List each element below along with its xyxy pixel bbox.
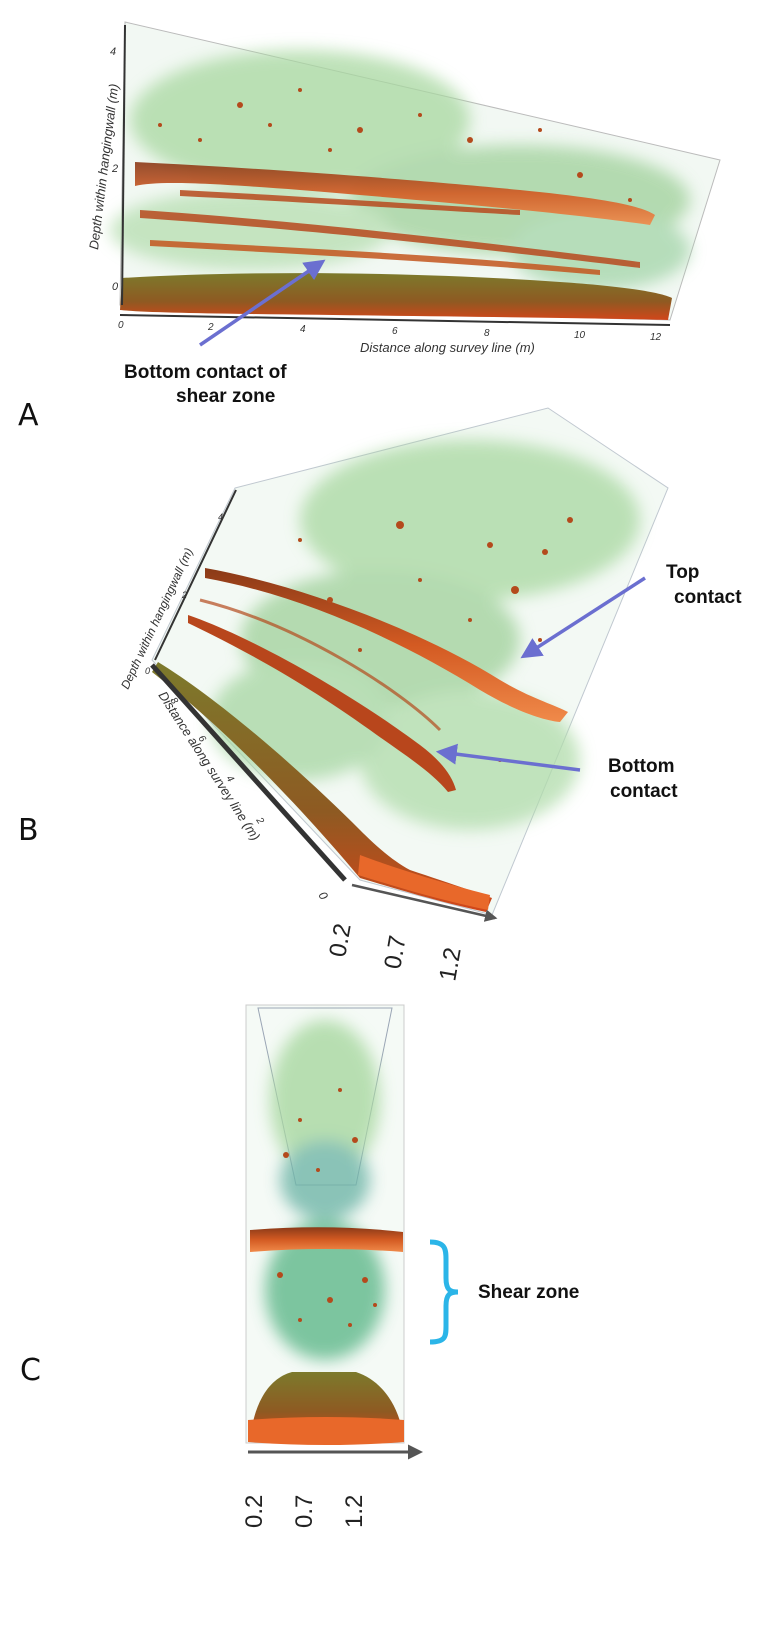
panel-b-shear-streak xyxy=(199,598,442,732)
panel-b-top-arrow xyxy=(520,576,646,659)
panel-b-bottom-contact-reflector xyxy=(188,615,456,792)
panel-a-top-contact-reflector xyxy=(135,162,655,225)
panel-b-top-annotation-line2: contact xyxy=(674,587,742,608)
panel-a-x-tick: 4 xyxy=(300,324,306,335)
panel-b-x-tick: 8 xyxy=(167,696,179,707)
panel-a-letter: A xyxy=(18,398,39,433)
panel-a-x-tick: 10 xyxy=(574,330,586,341)
panel-a-base-layer xyxy=(120,273,672,320)
panel-b-width-axis xyxy=(351,883,498,922)
panel-b-y-axis xyxy=(154,489,237,661)
panel-b-width-tick: 0.7 xyxy=(379,933,411,971)
panel-b-y-tick: 0 xyxy=(145,666,150,676)
panel-c-width-tick: 1.2 xyxy=(341,1495,368,1528)
panel-b-top-annotation-line1: Top xyxy=(666,562,699,583)
panel-a-annotation-line1: Bottom contact of xyxy=(124,362,287,383)
panel-b-top-contact-reflector xyxy=(205,568,568,722)
panel-b-letter: B xyxy=(18,813,39,848)
panel-a: Depth within hangingwall (m) 4 2 0 0 2 4… xyxy=(18,21,721,433)
panel-a-y-tick: 0 xyxy=(112,281,119,293)
panel-c-base-front-face xyxy=(248,1417,404,1445)
panel-b-x-tick: 2 xyxy=(253,815,266,827)
panel-b-base-layer xyxy=(152,662,492,912)
panel-c-scatter xyxy=(277,1088,377,1327)
panel-b-y-tick: 4 xyxy=(218,512,223,522)
panel-a-x-axis xyxy=(119,314,671,326)
panel-a-y-tick: 4 xyxy=(110,46,116,58)
panel-b-width-tick: 0.2 xyxy=(324,921,356,959)
panel-a-x-tick: 0 xyxy=(118,320,124,331)
panel-c-width-tick: 0.2 xyxy=(241,1495,268,1528)
panel-b-bottom-arrow xyxy=(435,743,581,772)
panel-b-x-tick: 6 xyxy=(195,734,207,745)
panel-a-x-tick: 6 xyxy=(392,326,398,337)
panel-b: Depth within hangingwall (m) 4 2 0 Dista… xyxy=(18,407,742,983)
panel-b-bottom-annotation-line2: contact xyxy=(610,781,678,802)
panel-b-x-axis xyxy=(150,663,347,882)
panel-a-annotation-line2: shear zone xyxy=(176,386,275,407)
panel-c-cloud xyxy=(265,1020,385,1360)
panel-a-y-axis xyxy=(121,24,126,306)
panel-c-top-contact-reflector xyxy=(250,1227,403,1252)
panel-a-scatter xyxy=(158,88,632,202)
panel-c: 0.2 0.7 1.2 Shear zone C xyxy=(20,1004,579,1528)
panel-b-width-tick: 1.2 xyxy=(434,945,466,983)
panel-c-width-tick: 0.7 xyxy=(291,1495,318,1528)
panel-c-letter: C xyxy=(20,1353,41,1388)
panel-c-annotation: Shear zone xyxy=(478,1282,579,1303)
panel-a-x-tick: 2 xyxy=(207,322,214,333)
panel-c-brace xyxy=(429,1239,459,1345)
panel-a-x-tick: 12 xyxy=(650,332,662,343)
panel-a-y-tick: 2 xyxy=(111,163,118,175)
panel-b-y-tick: 2 xyxy=(181,590,187,600)
panel-b-x-tick: 0 xyxy=(315,889,331,902)
panel-a-x-tick: 8 xyxy=(484,328,490,339)
panel-a-annotation-arrow xyxy=(199,259,326,347)
panel-a-shear-streaks xyxy=(140,190,640,275)
panel-b-base-front-face xyxy=(358,855,490,910)
panel-b-x-tick: 4 xyxy=(223,774,235,785)
panel-a-x-axis-label: Distance along survey line (m) xyxy=(360,340,535,355)
panel-b-bottom-annotation-line1: Bottom xyxy=(608,756,674,777)
